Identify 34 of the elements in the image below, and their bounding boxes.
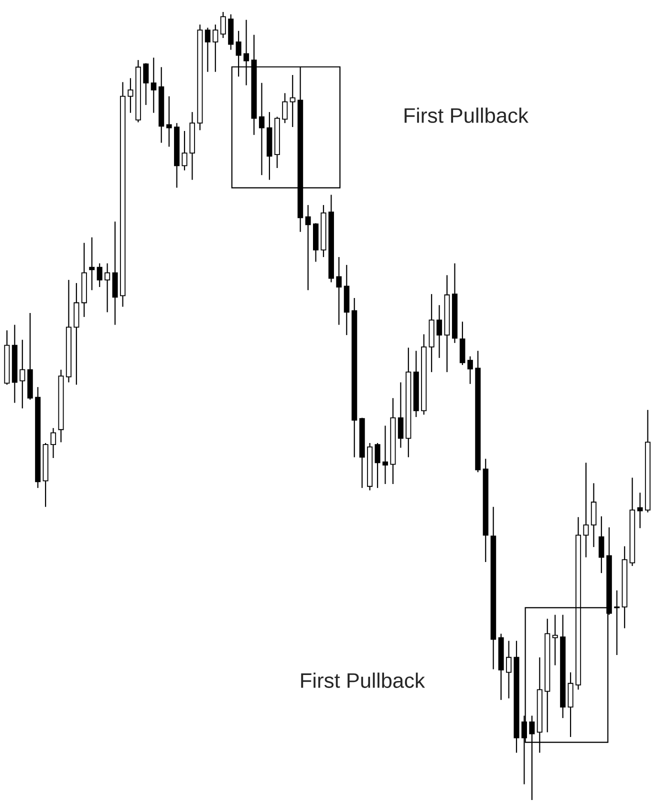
candlestick bbox=[182, 130, 188, 171]
candlestick bbox=[590, 482, 596, 548]
candlestick bbox=[467, 356, 473, 384]
candlestick bbox=[436, 304, 442, 358]
candlestick bbox=[382, 425, 388, 485]
candlestick bbox=[20, 339, 26, 409]
candlestick bbox=[374, 442, 380, 488]
candlestick bbox=[568, 672, 574, 738]
candlestick bbox=[398, 382, 404, 448]
candlestick bbox=[96, 262, 102, 288]
candlestick bbox=[460, 321, 466, 366]
candlestick bbox=[50, 428, 56, 459]
candlestick bbox=[220, 11, 226, 39]
candlestick bbox=[282, 92, 288, 124]
candlestick bbox=[290, 74, 296, 128]
annotation: First Pullback bbox=[301, 672, 425, 688]
candlestick bbox=[583, 462, 589, 558]
candlestick bbox=[506, 640, 512, 699]
candlestick bbox=[89, 236, 95, 291]
candlestick bbox=[104, 262, 110, 313]
candlestick bbox=[614, 590, 620, 656]
candlestick bbox=[305, 204, 311, 291]
candlestick bbox=[166, 96, 172, 148]
candlestick bbox=[637, 492, 643, 529]
candlestick bbox=[336, 256, 342, 326]
candlestick bbox=[212, 24, 218, 72]
annotation: First Pullback bbox=[404, 108, 528, 123]
candlestick bbox=[258, 82, 264, 176]
candlestick bbox=[143, 62, 149, 106]
candlestick bbox=[598, 516, 604, 574]
candlestick bbox=[128, 78, 134, 114]
candlestick bbox=[552, 614, 558, 666]
candlestick bbox=[204, 27, 210, 72]
candlestick bbox=[150, 57, 156, 114]
